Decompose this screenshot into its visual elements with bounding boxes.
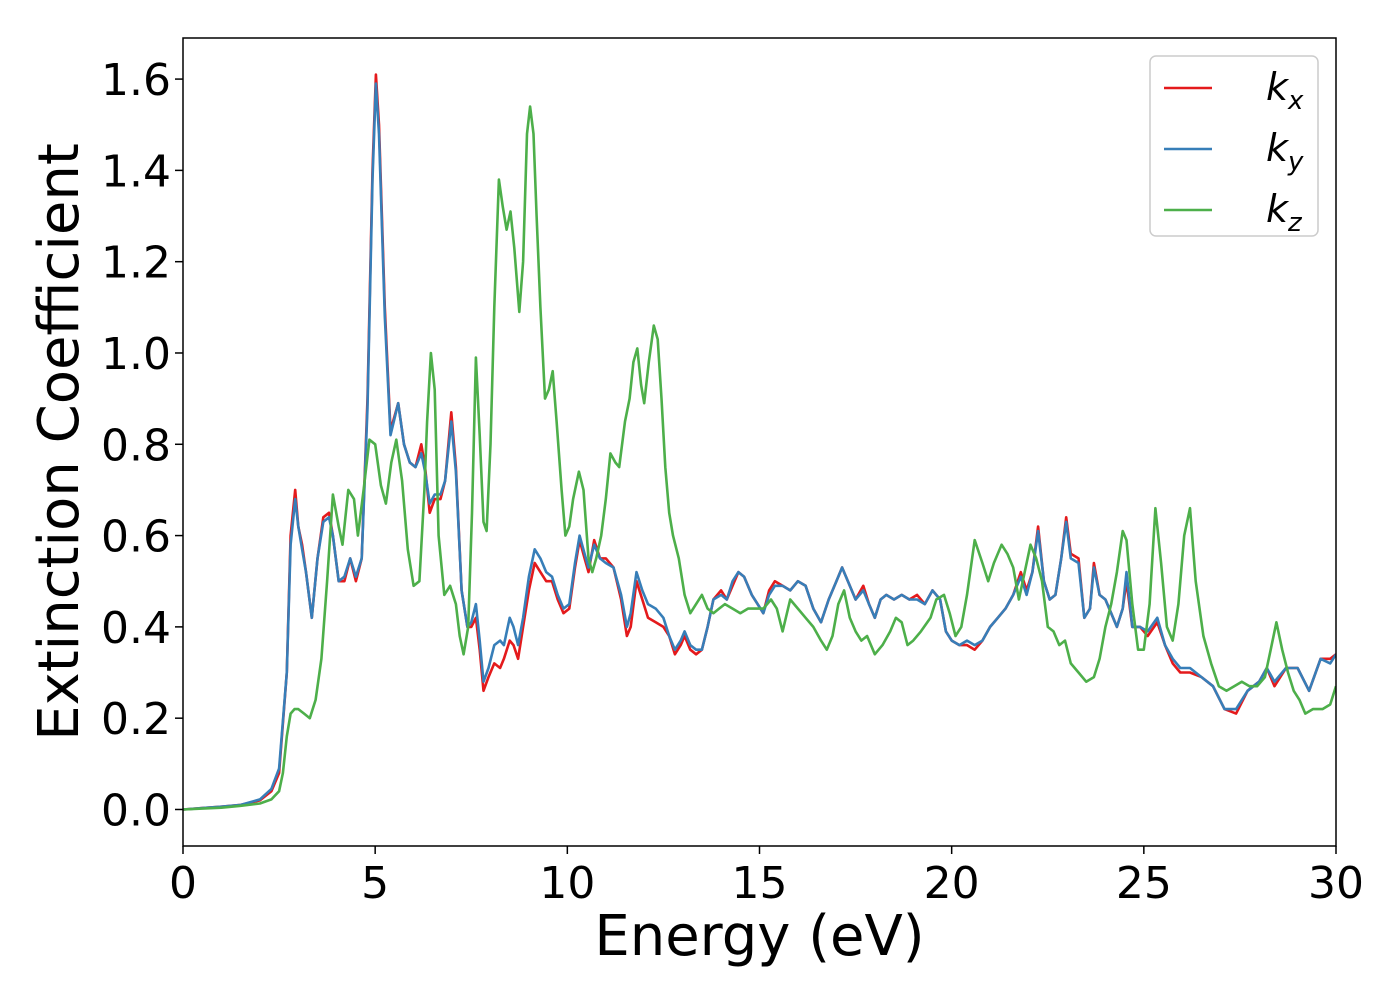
x-tick-label: 15: [732, 858, 788, 909]
x-axis-ticks: 0 5 10 15 20 25 30: [169, 846, 1364, 909]
x-tick-label: 30: [1308, 858, 1364, 909]
x-tick-label: 25: [1116, 858, 1172, 909]
legend-item-x: kx: [1164, 65, 1304, 116]
legend-box: [1149, 55, 1319, 237]
y-tick-label: 1.6: [101, 55, 171, 106]
y-tick-label: 0.2: [101, 694, 171, 745]
y-tick-label: 1.0: [101, 329, 171, 380]
legend-label: kz: [1266, 187, 1303, 238]
x-tick-label: 5: [361, 858, 389, 909]
y-tick-label: 1.4: [101, 146, 171, 197]
legend-label: ky: [1266, 126, 1304, 177]
y-axis-label: Extinction Coefficient: [27, 143, 92, 741]
y-tick-label: 0.8: [101, 420, 171, 471]
series-line-y: [183, 82, 1336, 811]
legend-item-z: kz: [1164, 187, 1303, 238]
legend: kx ky kz: [1149, 55, 1319, 238]
legend-label: kx: [1266, 65, 1304, 116]
y-tick-label: 0.0: [101, 785, 171, 836]
legend-item-y: ky: [1164, 126, 1304, 177]
x-tick-label: 0: [169, 858, 197, 909]
y-tick-label: 1.2: [101, 238, 171, 289]
x-axis-label: Energy (eV): [594, 904, 924, 969]
x-tick-label: 10: [539, 858, 595, 909]
y-tick-label: 0.4: [101, 603, 171, 654]
y-tick-label: 0.6: [101, 512, 171, 563]
series-lines: [183, 73, 1336, 811]
series-line-z: [183, 105, 1336, 811]
y-axis-ticks: 0.0 0.2 0.4 0.6 0.8 1.0 1.2 1.4 1.6: [101, 55, 183, 836]
x-tick-label: 20: [924, 858, 980, 909]
